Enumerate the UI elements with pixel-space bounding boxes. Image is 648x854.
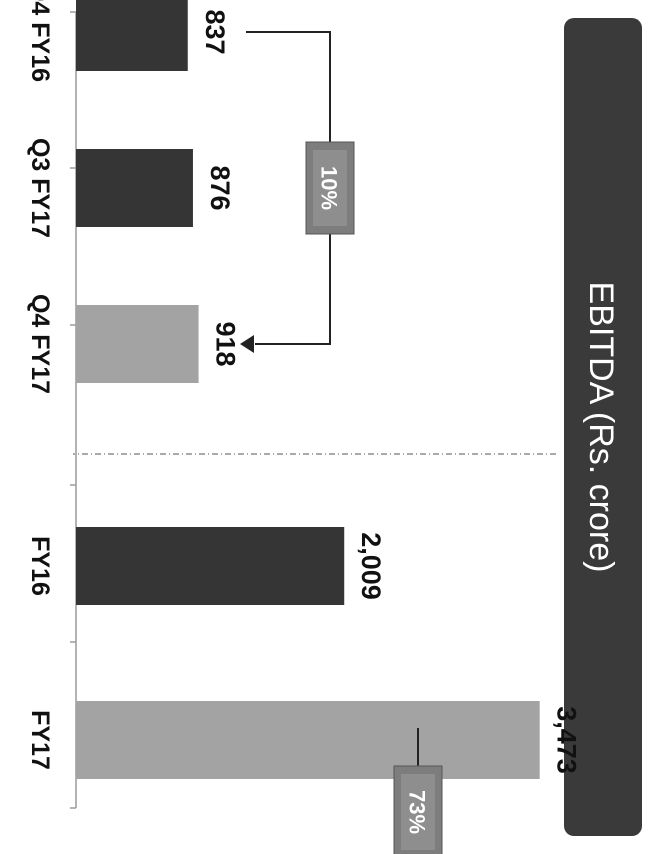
chart-title: EBITDA (Rs. crore) bbox=[582, 282, 620, 573]
bar-fy16 bbox=[76, 527, 345, 605]
category-label-q4-fy17: Q4 FY17 bbox=[26, 294, 54, 394]
value-label-fy16: 2,009 bbox=[356, 532, 386, 600]
category-label-q4-fy16: Q4 FY16 bbox=[26, 0, 54, 82]
badge-10-text: 10% bbox=[317, 166, 342, 210]
value-label-q3-fy17: 876 bbox=[205, 165, 235, 210]
badge-73: 73% bbox=[393, 765, 443, 854]
title-background bbox=[564, 18, 642, 836]
growth-annotations: 10% 73% bbox=[240, 31, 443, 854]
value-labels: 837 876 918 2,009 3,473 bbox=[200, 9, 582, 773]
badge-10-box-inner bbox=[313, 150, 347, 226]
category-label-fy17: FY17 bbox=[26, 710, 54, 770]
x-axis-ticks bbox=[70, 11, 76, 809]
bar-q4-fy17 bbox=[75, 305, 199, 383]
badge-10: 10% bbox=[305, 141, 355, 235]
rotated-chart-group: EBITDA (Rs. crore) 837 876 918 2,009 3,473 Q… bbox=[26, 0, 642, 854]
bar-fy17 bbox=[75, 701, 540, 779]
title-bar: EBITDA (Rs. crore) bbox=[564, 18, 642, 836]
annotation-10-arrowhead bbox=[240, 335, 254, 353]
badge-73-box-inner bbox=[401, 774, 435, 850]
bar-q4-fy16 bbox=[76, 0, 188, 71]
value-label-fy17: 3,473 bbox=[552, 706, 582, 774]
value-label-q4-fy17: 918 bbox=[211, 321, 241, 366]
bars bbox=[75, 0, 540, 779]
bar-q3-fy17 bbox=[75, 149, 193, 227]
value-label-q4-fy16: 837 bbox=[200, 9, 230, 54]
badge-73-text: 73% bbox=[405, 790, 430, 834]
category-label-q3-fy17: Q3 FY17 bbox=[26, 138, 54, 238]
category-labels: Q4 FY16 Q3 FY17 Q4 FY17 FY16 FY17 bbox=[26, 0, 54, 770]
category-label-fy16: FY16 bbox=[26, 536, 54, 596]
